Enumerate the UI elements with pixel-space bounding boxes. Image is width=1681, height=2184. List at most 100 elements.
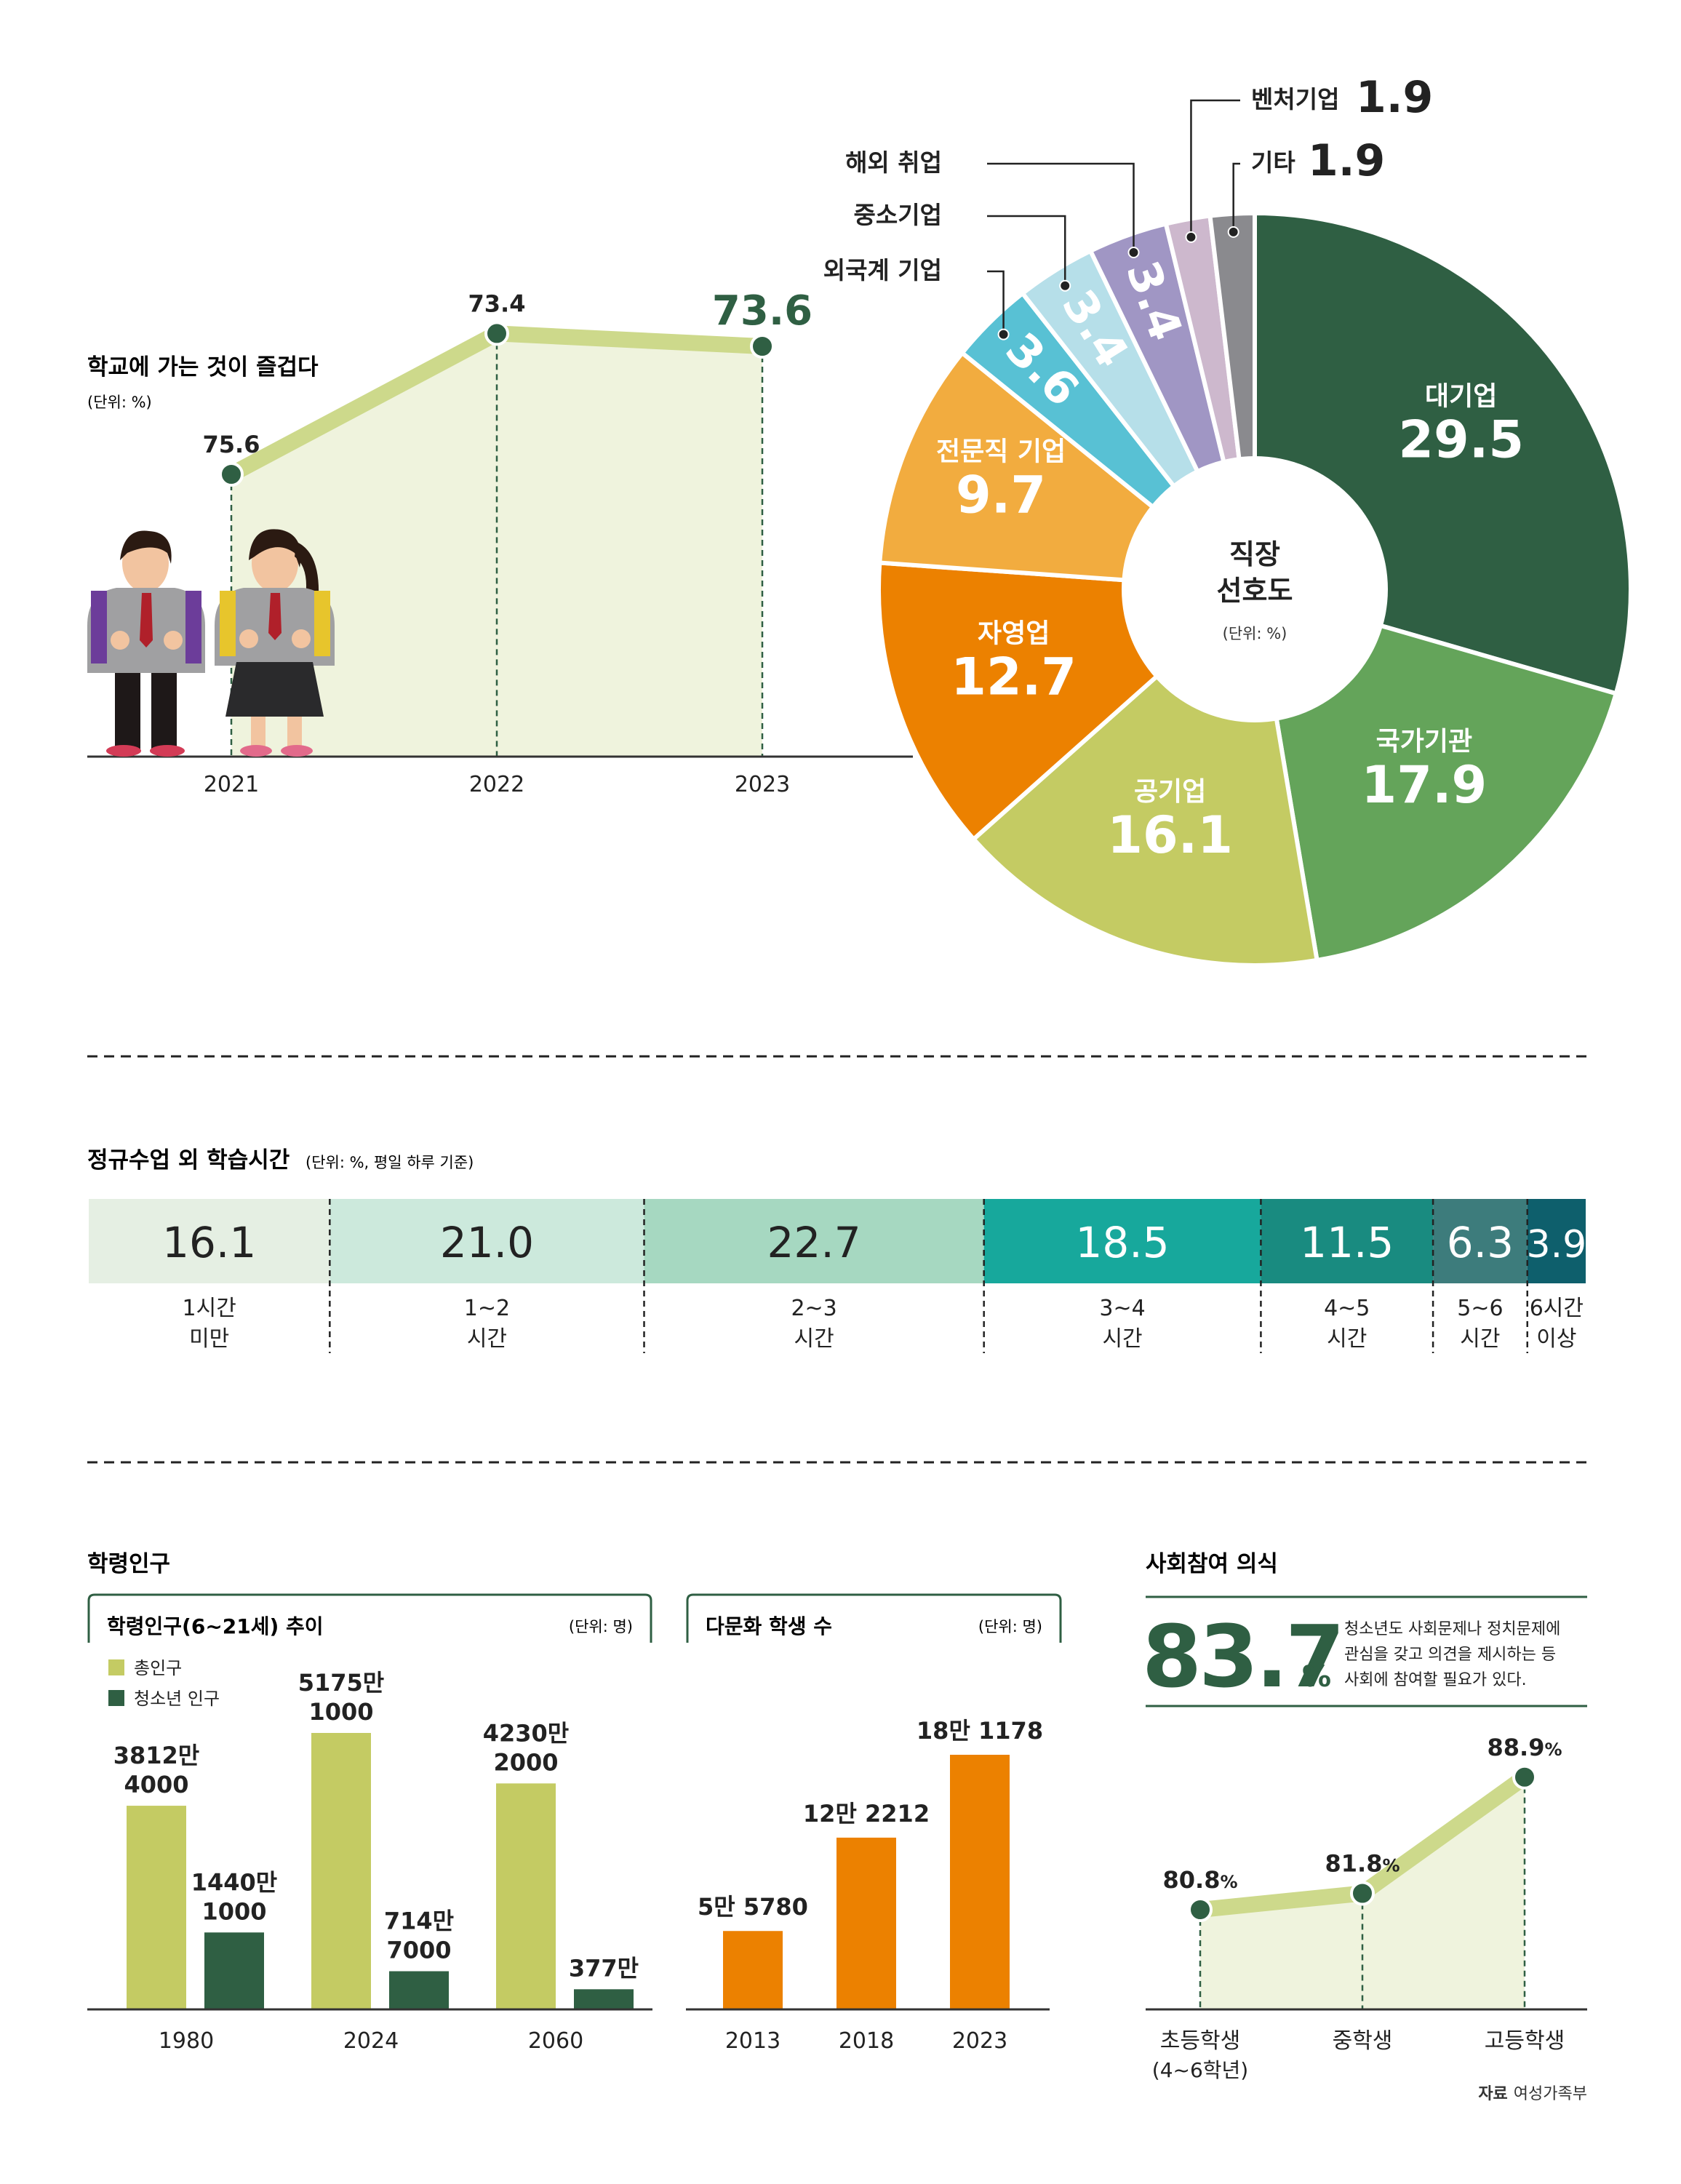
- study-time-category: 3~4: [1099, 1296, 1145, 1321]
- social-point: [1512, 1764, 1537, 1790]
- study-time-bar: [1261, 1199, 1434, 1283]
- school-pop-bar: [311, 1733, 371, 2009]
- pie-slice-name: 국가기관: [1376, 727, 1472, 757]
- pie-callout-dot: [1227, 226, 1239, 238]
- pie-slice-value: 29.5: [1398, 410, 1524, 470]
- school-pop-value-label: 3812만: [113, 1742, 200, 1769]
- pie-callout-label: 벤처기업: [1251, 85, 1339, 113]
- source-label: 자료: [1478, 2085, 1507, 2103]
- pie-callout-line: [987, 270, 1005, 335]
- pie-slice-value: 9.7: [956, 466, 1046, 525]
- study-time-category: 5~6: [1457, 1296, 1503, 1321]
- school-pop-subtitle-box: [87, 1593, 652, 1643]
- school-pop-value-label: 7000: [386, 1937, 451, 1964]
- social-note-line-2: 관심을 갖고 의견을 제시하는 등: [1344, 1646, 1556, 1664]
- legend-label-total: 총인구: [134, 1658, 182, 1678]
- legend-swatch-youth: [108, 1690, 124, 1706]
- study-time-value: 22.7: [767, 1218, 861, 1267]
- pie-callout-dot: [997, 328, 1010, 340]
- donut-center-title-1: 직장: [1229, 538, 1280, 570]
- school-pop-value-label: 1000: [201, 1897, 266, 1925]
- school-pop-bar: [574, 1989, 634, 2009]
- legend-swatch-total: [108, 1659, 124, 1675]
- study-time-value: 6.3: [1447, 1218, 1514, 1267]
- multicultural-bar: [950, 1755, 1010, 2009]
- pie-callout-dot: [1059, 279, 1071, 292]
- girl-figure: [215, 529, 335, 757]
- school-pop-value-label: 377만: [569, 1954, 639, 1982]
- social-value-suffix: %: [1544, 1739, 1562, 1760]
- school-joy-value-label: 73.6: [712, 287, 812, 335]
- social-value-label: 88.9%: [1488, 1734, 1562, 1761]
- school-pop-x-label: 2024: [343, 2028, 399, 2054]
- study-time-category: 이상: [1536, 1326, 1576, 1352]
- study-time-category: 1~2: [464, 1296, 510, 1321]
- pie-slice-name: 전문직 기업: [936, 437, 1066, 467]
- pie-callout-line: [1232, 162, 1240, 232]
- study-time-value: 3.9: [1527, 1223, 1587, 1267]
- social-value-suffix: %: [1220, 1872, 1237, 1892]
- school-pop-subtitle: 학령인구(6~21세) 추이: [107, 1614, 324, 1638]
- study-time-category: 시간: [467, 1326, 507, 1352]
- school-pop-section: 학령인구 학령인구(6~21세) 추이 (단위: 명) 총인구 청소년 인구 3…: [87, 1551, 1062, 2054]
- school-joy-point: [750, 334, 775, 359]
- donut-center-unit: (단위: %): [1223, 625, 1287, 642]
- source-note: 자료 여성가족부: [1478, 2085, 1587, 2103]
- school-pop-x-label: 2060: [528, 2028, 583, 2054]
- study-time-category: 시간: [1460, 1326, 1500, 1352]
- school-pop-title: 학령인구: [87, 1551, 170, 1577]
- pie-callout-label: 해외 취업: [845, 148, 942, 177]
- study-time-bar: [1433, 1199, 1528, 1283]
- study-time-category: 6시간: [1530, 1296, 1584, 1321]
- social-value: 81.8: [1325, 1850, 1383, 1878]
- pie-callout-line: [987, 215, 1066, 286]
- study-time-value: 11.5: [1300, 1218, 1394, 1267]
- multicultural-bar: [723, 1931, 783, 2009]
- pie-callout-dot: [1185, 231, 1197, 243]
- school-pop-bar: [127, 1806, 186, 2009]
- study-time-value: 21.0: [440, 1218, 534, 1267]
- school-joy-value-label: 75.6: [203, 431, 260, 458]
- social-value-suffix: %: [1382, 1856, 1399, 1876]
- social-x-sublabel: (4~6학년): [1152, 2058, 1248, 2082]
- social-value: 80.8: [1163, 1866, 1221, 1894]
- boy-figure: [87, 530, 205, 757]
- pie-callout-line: [987, 162, 1135, 253]
- social-area: [1200, 1777, 1525, 2009]
- multicultural-value-label: 12만 2212: [803, 1800, 930, 1828]
- study-time-category: 4~5: [1324, 1296, 1370, 1321]
- study-time-bar: [330, 1199, 644, 1283]
- study-time-bar: [89, 1199, 330, 1283]
- school-joy-unit: (단위: %): [87, 394, 152, 411]
- study-time-unit: (단위: %, 평일 하루 기준): [306, 1154, 474, 1171]
- social-big-number: 83.7: [1142, 1606, 1342, 1707]
- school-pop-unit: (단위: 명): [569, 1618, 633, 1635]
- social-title: 사회참여 의식: [1146, 1551, 1278, 1577]
- multicultural-value-label: 5만 5780: [698, 1893, 808, 1921]
- school-joy-area: [231, 333, 762, 757]
- study-time-category: 시간: [1327, 1326, 1367, 1352]
- school-joy-title: 학교에 가는 것이 즐겁다: [87, 354, 319, 380]
- social-note-line-1: 청소년도 사회문제나 정치문제에: [1344, 1620, 1560, 1638]
- school-pop-bar: [389, 1971, 449, 2009]
- social-note-line-3: 사회에 참여할 필요가 있다.: [1344, 1671, 1527, 1689]
- donut-center-title-2: 선호도: [1217, 575, 1293, 607]
- social-point: [1188, 1897, 1213, 1922]
- school-pop-value-label: 4000: [124, 1771, 188, 1798]
- pie-callout-label: 중소기업: [854, 201, 942, 229]
- school-pop-bar: [204, 1932, 264, 2009]
- study-time-category: 미만: [189, 1326, 229, 1352]
- social-x-label: 중학생: [1333, 2028, 1393, 2054]
- study-time-value: 18.5: [1075, 1218, 1169, 1267]
- social-x-label: 초등학생: [1160, 2028, 1240, 2054]
- school-joy-x-label: 2022: [469, 772, 524, 797]
- school-pop-bar: [496, 1783, 556, 2009]
- social-value-label: 80.8%: [1163, 1866, 1238, 1894]
- pie-slice-value: 16.1: [1107, 805, 1233, 865]
- pie-slice-name: 대기업: [1425, 382, 1497, 412]
- study-time-bar: [644, 1199, 984, 1283]
- school-pop-value-label: 714만: [384, 1908, 454, 1935]
- school-joy-x-label: 2023: [735, 772, 790, 797]
